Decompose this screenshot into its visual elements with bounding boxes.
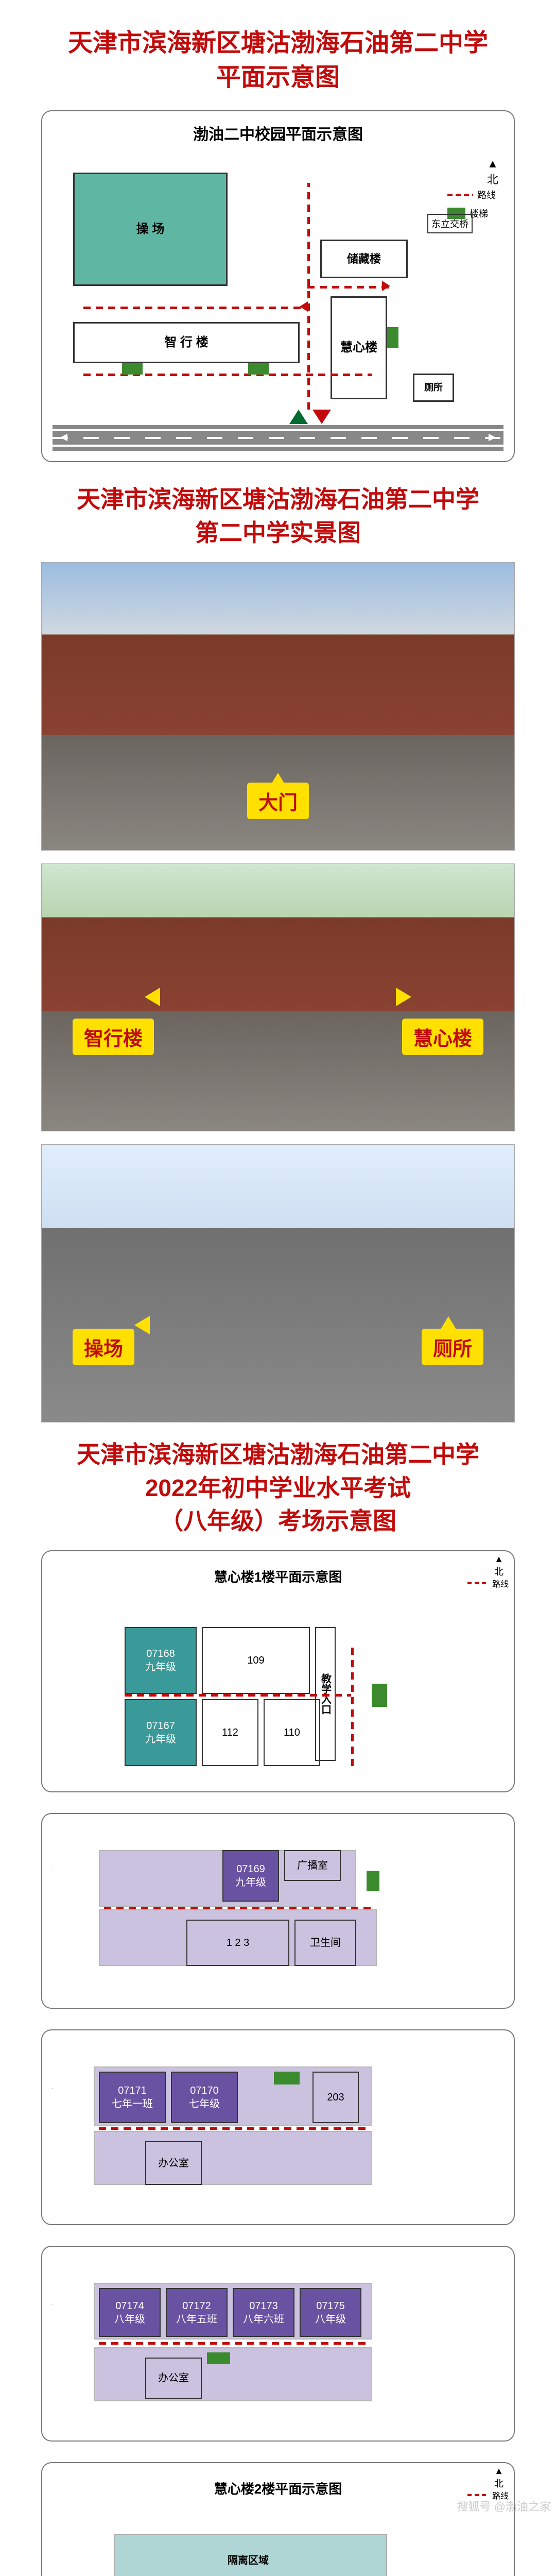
campus-diagram-title: 渤油二中校园平面示意图 [53, 122, 503, 144]
room-block: 07170 七年级 [171, 2072, 238, 2123]
stairs-icon [372, 1684, 387, 1707]
room-block: 109 [202, 1627, 310, 1694]
compass-icon: ▲北 [494, 1554, 503, 1578]
toilet-arrow-icon [439, 1316, 458, 1332]
route-line [99, 2342, 367, 2345]
photo-playground: 操场 厕所 [41, 1144, 515, 1422]
room-block: 07175 八年级 [300, 2288, 361, 2337]
floor-zx3-card: 智行楼3楼平面示意图 07174 八年级07172 八年五班07173 八年六班… [41, 2246, 515, 2442]
stairs-icon [367, 1871, 379, 1891]
campus-diagram-card: 渤油二中校园平面示意图 ▲北 路线 楼梯 操 场 智 行 楼 慧心楼 储藏楼 厕… [41, 110, 515, 462]
playground-block: 操 场 [73, 173, 228, 286]
route-line [351, 1642, 354, 1766]
room-block: 办公室 [145, 2358, 202, 2399]
photo-buildings: 智行楼 慧心楼 [41, 863, 515, 1131]
gate-in-arrow-icon [289, 410, 308, 424]
zhixing-building: 智 行 楼 [73, 322, 300, 363]
photos-title: 天津市滨海新区塘沽渤海石油第二中学 第二中学实景图 [21, 483, 535, 549]
route-line [307, 286, 390, 289]
road-arrow-left-icon: ◄ [58, 430, 70, 445]
route-line [99, 2127, 367, 2130]
east-overpass-label: 东立交桥 [427, 214, 473, 233]
main-title-1: 天津市滨海新区塘沽渤海石油第二中学 平面示意图 [21, 26, 535, 95]
room-block: 07171 七年一班 [99, 2072, 166, 2123]
isolation-label: 隔离区域 [228, 2552, 269, 2567]
gate-out-arrow-icon [312, 410, 331, 424]
room-block: 卫生间 [294, 1920, 356, 1966]
road-arrow-right-icon: ► [486, 430, 498, 445]
route-line [83, 307, 305, 309]
huixin-tag: 慧心楼 [402, 1019, 483, 1055]
floor-hx1-card: 慧心楼1楼平面示意图 ▲北 路线 楼梯 教学入口 07168 九年级109071… [41, 1550, 515, 1792]
floorplan-hx1: 教学入口 07168 九年级10907167 九年级112110 [53, 1591, 503, 1787]
stairs-icon [274, 2072, 300, 2084]
floorplan-zx2: 07171 七年一班07170 七年级 203 办公室 [53, 2041, 503, 2206]
gate-arrow-icon [269, 773, 287, 788]
road: ◄ ► [53, 425, 503, 451]
route-arrow-icon [300, 301, 308, 312]
route-line [104, 1907, 372, 1909]
corridor-block [94, 2131, 372, 2185]
stairs-icon [387, 327, 398, 348]
route-arrow-icon [382, 281, 390, 291]
route-line [125, 1694, 351, 1697]
huixin-building: 慧心楼 [331, 296, 387, 399]
storage-building: 储藏楼 [320, 240, 408, 278]
floor-hx2-title: 慧心楼2楼平面示意图 [53, 2479, 503, 2498]
room-block: 112 [202, 1699, 258, 1766]
exam-title: 天津市滨海新区塘沽渤海石油第二中学 2022年初中学业水平考试 （八年级）考场示… [21, 1438, 535, 1537]
photo-gate: 大门 [41, 562, 515, 851]
floor-hx1-title: 慧心楼1楼平面示意图 [53, 1567, 503, 1586]
playground-tag: 操场 [73, 1329, 134, 1365]
floor-zx2-card: 智行楼2楼平面示意图 07171 七年一班07170 七年级203办公室 [41, 2029, 515, 2225]
zhixing-tag: 智行楼 [73, 1019, 154, 1055]
toilet-block: 厕所 [413, 374, 454, 402]
toilet-tag: 厕所 [422, 1329, 483, 1365]
watermark: 搜狐号 @渤油之家 [457, 2498, 551, 2514]
room-block: 203 [312, 2072, 359, 2123]
floor-hx2-card: 慧心楼2楼平面示意图 ▲北 路线 楼梯 隔离区域 备用考场1 九年三班隔离考场1… [41, 2462, 515, 2576]
room-block: 07168 九年级 [125, 1627, 197, 1694]
stairs-icon [122, 363, 143, 375]
room-block: 110 [264, 1699, 320, 1766]
floorplan-zx3: 07174 八年级07172 八年五班07173 八年六班07175 八年级办公… [53, 2257, 503, 2422]
room-block: 广播室 [284, 1850, 341, 1881]
corridor-block [94, 2347, 372, 2401]
floor-zx1-card: 智行楼1楼平面示意图 07169 九年级广播室1 2 3卫生间 [41, 1813, 515, 2009]
compass-icon: ▲北 [494, 2466, 503, 2490]
playground-arrow-icon [134, 1316, 150, 1334]
stairs-icon [248, 363, 269, 375]
stairs-icon [207, 2352, 230, 2364]
room-block: 办公室 [145, 2141, 202, 2185]
room-block: 07169 九年级 [222, 1850, 279, 1902]
room-block: 07167 九年级 [125, 1699, 197, 1766]
huixin-arrow-icon [396, 988, 411, 1006]
campus-map: ▲北 路线 楼梯 操 场 智 行 楼 慧心楼 储藏楼 厕所 东立交桥 [53, 152, 503, 451]
zhixing-arrow-icon [145, 988, 160, 1006]
room-block: 07174 八年级 [99, 2288, 161, 2337]
floorplan-zx1: 07169 九年级广播室 1 2 3卫生间 [53, 1824, 503, 1989]
floorplan-hx2: 隔离区域 备用考场1 九年三班隔离考场1 物理实验室备用考场2 九年级 [53, 2503, 503, 2576]
room-block: 07173 八年六班 [233, 2288, 294, 2337]
room-block: 07172 八年五班 [166, 2288, 228, 2337]
room-block: 1 2 3 [186, 1920, 289, 1966]
compass-icon: ▲北 [487, 157, 498, 187]
